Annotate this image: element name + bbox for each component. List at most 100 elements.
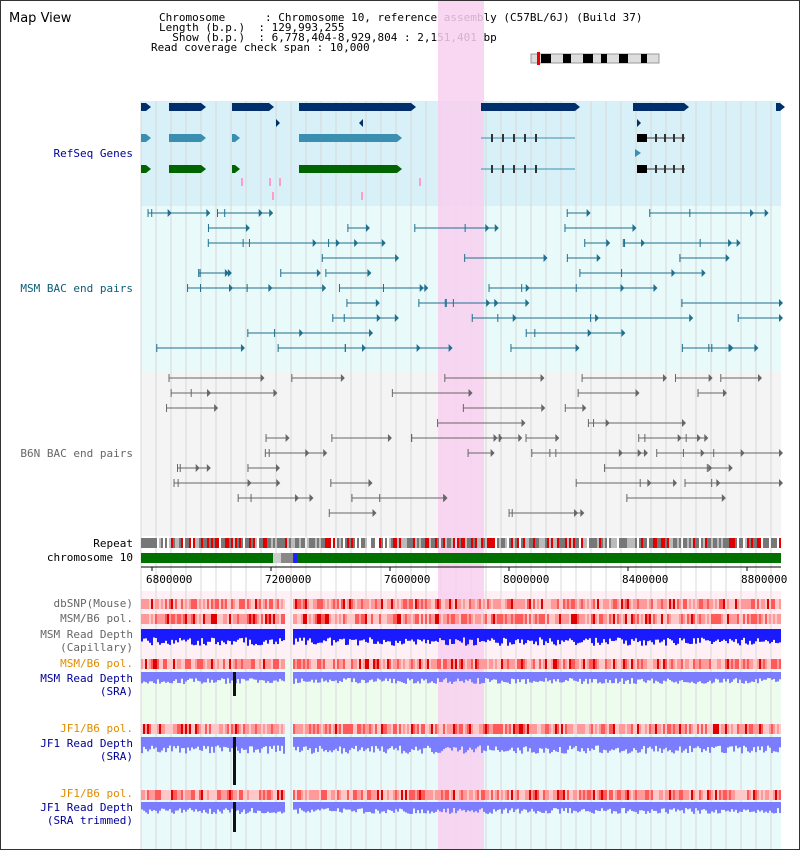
pol-heat-cell bbox=[739, 659, 741, 669]
pol-heat-cell bbox=[609, 790, 611, 800]
read-depth-bar bbox=[217, 672, 219, 681]
read-depth-bar bbox=[529, 737, 531, 749]
repeat-mark bbox=[695, 538, 697, 548]
read-depth-bar bbox=[449, 802, 451, 814]
read-depth-bar bbox=[205, 802, 207, 813]
pol-heat-cell bbox=[547, 724, 549, 734]
pol-heat-cell bbox=[495, 599, 497, 609]
pol-heat-cell bbox=[151, 599, 153, 609]
pol-heat-cell bbox=[155, 790, 157, 800]
pol-heat-cell bbox=[527, 790, 529, 800]
repeat-mark bbox=[577, 538, 579, 548]
pol-heat-cell bbox=[603, 790, 605, 800]
pol-heat-cell bbox=[757, 599, 759, 609]
label-jf1-depth: JF1 Read Depth bbox=[40, 737, 133, 750]
pol-heat-cell bbox=[779, 724, 781, 734]
pol-heat-cell bbox=[515, 724, 517, 734]
pol-heat-cell bbox=[269, 659, 271, 669]
read-depth-bar bbox=[407, 672, 409, 679]
read-depth-bar bbox=[465, 802, 467, 813]
read-depth-bar bbox=[609, 737, 611, 751]
pol-heat-cell bbox=[243, 659, 245, 669]
read-depth-bar bbox=[749, 629, 751, 641]
read-depth-bar bbox=[757, 737, 759, 747]
pol-heat-cell bbox=[161, 599, 163, 609]
pol-heat-cell bbox=[653, 599, 655, 609]
pol-heat-cell bbox=[159, 724, 161, 734]
pol-heat-cell bbox=[573, 724, 575, 734]
repeat-mark bbox=[709, 538, 711, 548]
read-depth-bar bbox=[263, 802, 265, 814]
pol-heat-cell bbox=[717, 659, 719, 669]
read-depth-bar bbox=[553, 672, 555, 680]
pol-heat-cell bbox=[439, 614, 441, 624]
label-b6n-bac: B6N BAC end pairs bbox=[20, 447, 133, 460]
pol-heat-cell bbox=[497, 724, 499, 734]
pol-heat-cell bbox=[439, 599, 441, 609]
repeat-mark bbox=[671, 538, 673, 548]
pol-heat-cell bbox=[281, 790, 283, 800]
read-depth-bar bbox=[169, 672, 171, 683]
read-depth-bar bbox=[257, 802, 259, 811]
pol-heat-cell bbox=[687, 724, 689, 734]
read-depth-bar bbox=[657, 672, 659, 682]
pol-heat-cell bbox=[541, 614, 543, 624]
pol-heat-cell bbox=[729, 599, 731, 609]
read-depth-bar bbox=[427, 672, 429, 684]
read-depth-bar bbox=[499, 672, 501, 684]
pol-heat-cell bbox=[445, 790, 447, 800]
repeat-mark bbox=[329, 538, 331, 548]
pol-heat-cell bbox=[779, 599, 781, 609]
read-depth-bar bbox=[265, 802, 267, 813]
pol-heat-cell bbox=[183, 790, 185, 800]
pol-heat-cell bbox=[699, 724, 701, 734]
pol-heat-cell bbox=[279, 724, 281, 734]
repeat-mark bbox=[385, 538, 387, 548]
read-depth-bar bbox=[625, 629, 627, 641]
pol-heat-cell bbox=[701, 599, 703, 609]
pol-heat-cell bbox=[395, 599, 397, 609]
pol-heat-cell bbox=[449, 659, 451, 669]
pol-heat-cell bbox=[651, 614, 653, 624]
pol-heat-cell bbox=[225, 614, 227, 624]
read-depth-bar bbox=[439, 802, 441, 812]
pol-heat-cell bbox=[715, 614, 717, 624]
pol-heat-cell bbox=[655, 790, 657, 800]
read-depth-bar bbox=[365, 629, 367, 642]
read-depth-bar bbox=[303, 629, 305, 638]
read-depth-bar bbox=[225, 737, 227, 748]
read-depth-bar bbox=[281, 629, 283, 642]
pol-heat-cell bbox=[329, 790, 331, 800]
pol-heat-cell bbox=[775, 599, 777, 609]
pol-heat-cell bbox=[301, 659, 303, 669]
read-depth-bar bbox=[583, 737, 585, 752]
pol-heat-cell bbox=[511, 724, 513, 734]
pol-heat-cell bbox=[593, 724, 595, 734]
pol-heat-cell bbox=[233, 659, 235, 669]
pol-heat-cell bbox=[257, 790, 259, 800]
read-depth-bar bbox=[719, 737, 721, 746]
repeat-mark bbox=[303, 538, 305, 548]
pol-heat-cell bbox=[259, 790, 261, 800]
gene-exon bbox=[299, 165, 397, 173]
read-depth-bar bbox=[545, 737, 547, 748]
gene-arrow-small bbox=[635, 149, 641, 157]
read-depth-bar bbox=[483, 629, 485, 642]
repeat-mark bbox=[155, 538, 157, 548]
pol-heat-cell bbox=[543, 614, 545, 624]
pol-heat-cell bbox=[455, 659, 457, 669]
pol-heat-cell bbox=[351, 659, 353, 669]
pol-heat-cell bbox=[747, 724, 749, 734]
repeat-mark bbox=[171, 538, 173, 548]
read-depth-bar bbox=[667, 737, 669, 752]
pol-heat-cell bbox=[625, 790, 627, 800]
read-depth-bar bbox=[333, 629, 335, 641]
pol-heat-cell bbox=[653, 724, 655, 734]
pol-heat-cell bbox=[267, 724, 269, 734]
pol-heat-cell bbox=[663, 790, 665, 800]
pol-heat-cell bbox=[629, 599, 631, 609]
pol-heat-cell bbox=[217, 790, 219, 800]
read-depth-bar bbox=[427, 629, 429, 640]
read-depth-bar bbox=[717, 802, 719, 814]
